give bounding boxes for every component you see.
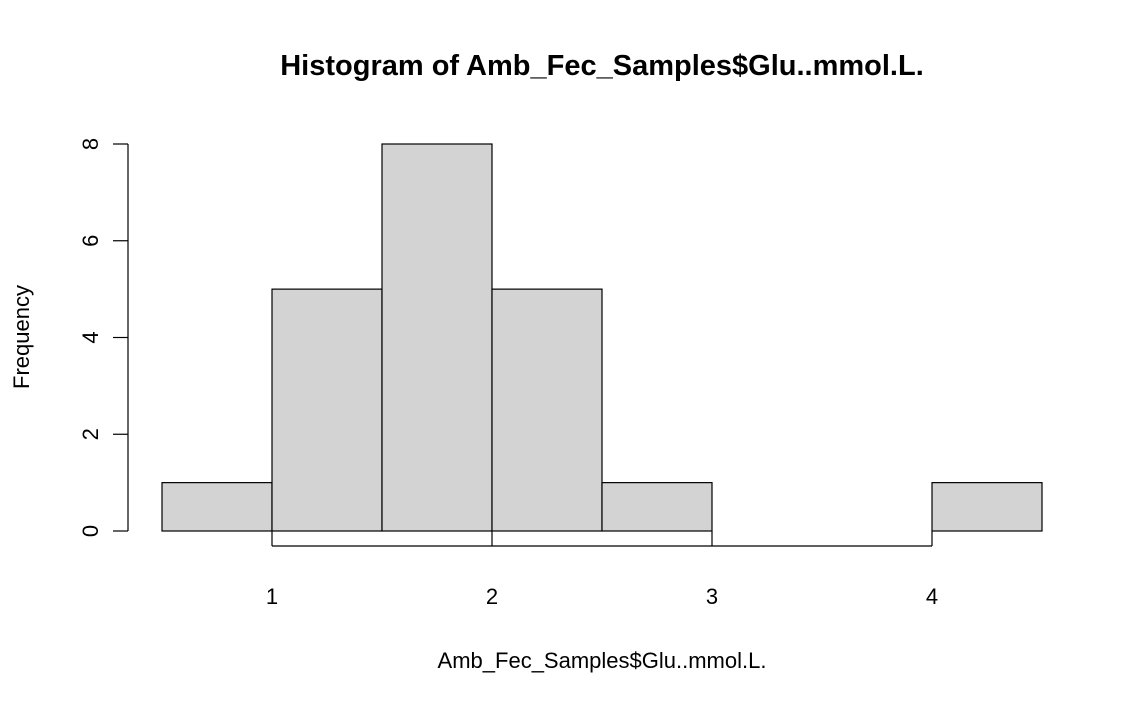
y-tick-label: 2 [78, 428, 103, 440]
x-tick-label: 4 [926, 584, 938, 609]
x-axis: 1 2 3 4 [266, 531, 938, 609]
histogram-bar [271, 288, 383, 532]
y-axis-label: Frequency [9, 285, 34, 389]
histogram-bar [931, 482, 1043, 532]
chart-title: Histogram of Amb_Fec_Samples$Glu..mmol.L… [280, 50, 924, 82]
y-axis: 0 2 4 6 8 [78, 138, 129, 537]
y-tick-label: 0 [78, 525, 103, 537]
histogram-bar [601, 482, 713, 532]
bars-group [161, 143, 1043, 532]
x-tick-label: 3 [706, 584, 718, 609]
histogram-bar [491, 288, 603, 532]
histogram-bar [381, 143, 493, 532]
y-tick-label: 4 [78, 331, 103, 343]
x-tick-label: 1 [266, 584, 278, 609]
x-axis-label: Amb_Fec_Samples$Glu..mmol.L. [438, 648, 767, 673]
y-tick-label: 8 [78, 138, 103, 150]
histogram-bar [161, 482, 273, 532]
y-tick-label: 6 [78, 235, 103, 247]
x-tick-label: 2 [486, 584, 498, 609]
